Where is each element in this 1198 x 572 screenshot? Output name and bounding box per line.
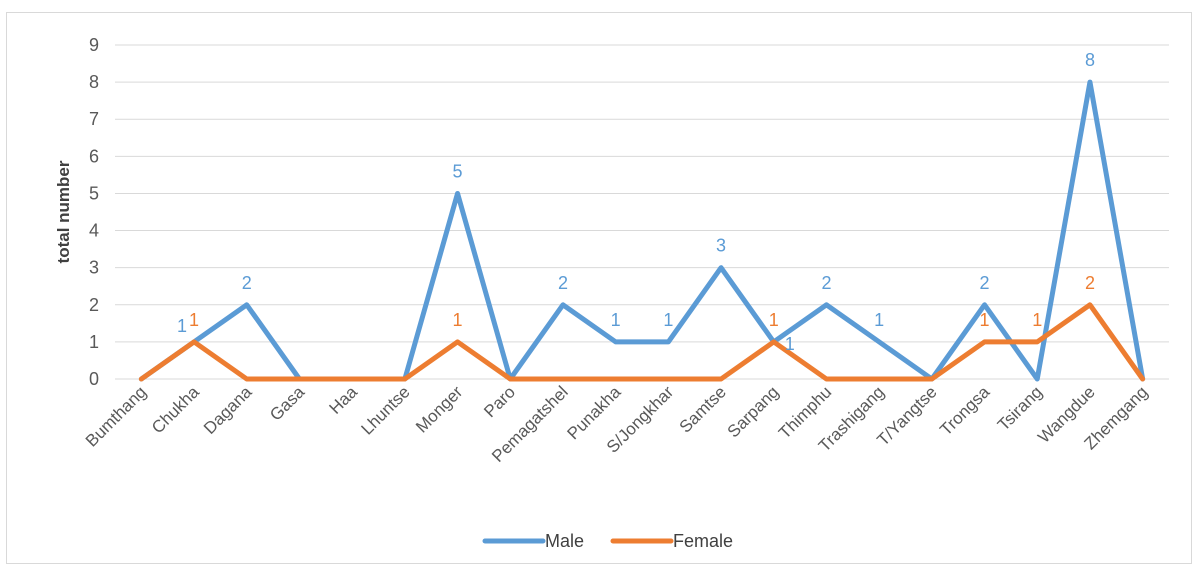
data-label-female: 1: [769, 310, 779, 330]
y-tick-label: 5: [89, 183, 99, 203]
x-tick-label: Paro: [480, 382, 519, 421]
data-label-female: 1: [980, 310, 990, 330]
y-tick-label: 4: [89, 221, 99, 241]
legend: Male Female: [482, 531, 733, 551]
y-tick-label: 6: [89, 146, 99, 166]
data-label-male: 3: [716, 236, 726, 256]
y-tick-label: 3: [89, 258, 99, 278]
data-label-male: 1: [663, 310, 673, 330]
series-lines: [138, 79, 1146, 382]
data-label-male: 1: [785, 334, 795, 354]
y-tick-label: 9: [89, 35, 99, 55]
data-label-female: 1: [1032, 310, 1042, 330]
data-label-male: 2: [242, 273, 252, 293]
y-tick-label: 8: [89, 72, 99, 92]
y-tick-label: 7: [89, 109, 99, 129]
line-chart: 0 1 2 3 4 5 6 7 8 9 total number BumthangChukhaDa…: [54, 35, 1169, 551]
data-label-male: 1: [874, 310, 884, 330]
data-label-female: 1: [453, 310, 463, 330]
data-label-male: 5: [453, 161, 463, 181]
x-tick-label: Tsirang: [994, 382, 1046, 434]
y-tick-label: 0: [89, 369, 99, 389]
y-tick-label: 2: [89, 295, 99, 315]
chart-frame: 0 1 2 3 4 5 6 7 8 9 total number Bumthang Chukha Da…: [6, 12, 1192, 564]
x-tick-label: Gasa: [266, 382, 309, 425]
legend-label-female: Female: [673, 531, 733, 551]
data-label-male: 1: [611, 310, 621, 330]
x-tick-label: Trongsa: [936, 382, 993, 439]
gridlines: [115, 44, 1169, 380]
x-tick-label: Lhuntse: [357, 382, 413, 438]
data-label-male: 2: [558, 273, 568, 293]
x-tick-label: Monger: [412, 382, 466, 436]
y-tick-label: 1: [89, 332, 99, 352]
data-label-male: 2: [821, 273, 831, 293]
y-axis-label: total number: [54, 160, 73, 263]
x-tick-label: Sarpang: [724, 382, 783, 441]
series-line-female: [138, 302, 1146, 382]
data-label-male: 1: [177, 316, 187, 336]
x-tick-label: Bumthang: [82, 382, 150, 450]
data-label-female: 1: [189, 310, 199, 330]
x-tick-label: Chukha: [148, 382, 203, 437]
legend-label-male: Male: [545, 531, 584, 551]
x-tick-label: Samtse: [676, 382, 730, 436]
data-label-male: 2: [980, 273, 990, 293]
data-label-female: 2: [1085, 273, 1095, 293]
y-axis-ticks: 0 1 2 3 4 5 6 7 8 9: [89, 35, 99, 389]
x-tick-label: Haa: [325, 382, 361, 418]
x-tick-label: Dagana: [200, 382, 256, 438]
data-label-male: 8: [1085, 50, 1095, 70]
